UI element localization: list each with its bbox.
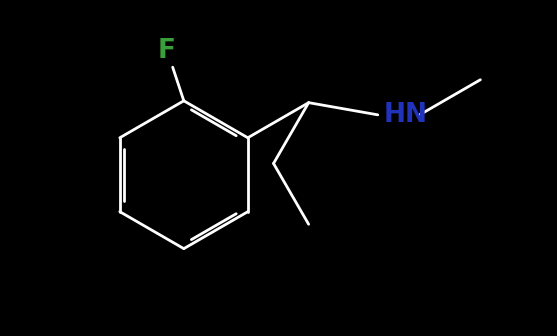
Text: F: F [158,38,176,64]
Text: HN: HN [383,102,427,128]
